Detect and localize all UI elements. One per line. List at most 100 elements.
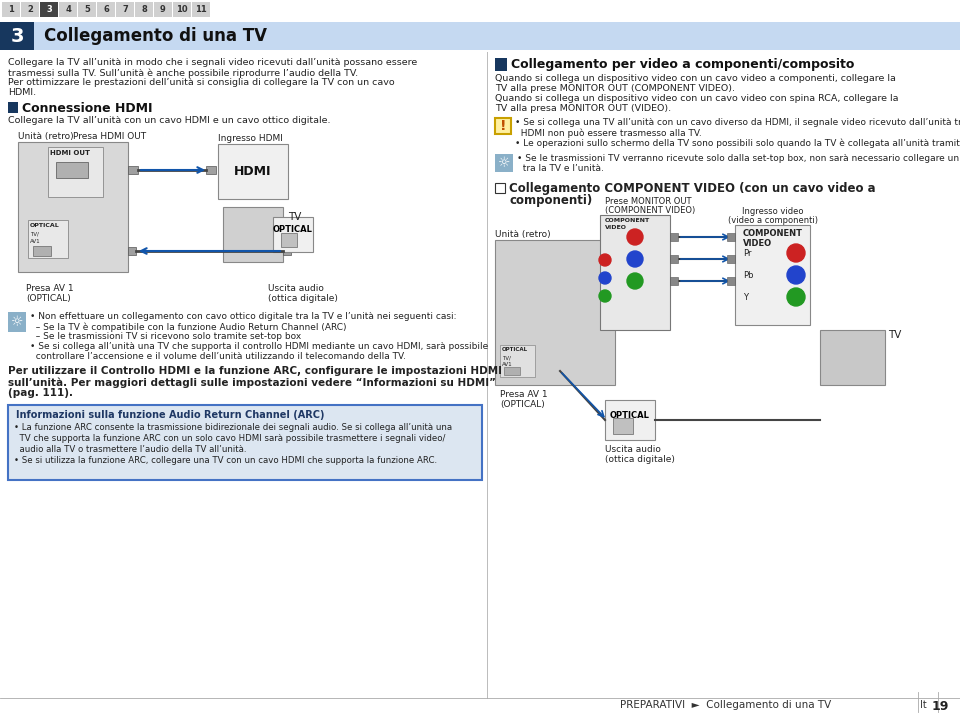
Text: – Se le trasmissioni TV si ricevono solo tramite set-top box: – Se le trasmissioni TV si ricevono solo… (30, 332, 301, 341)
Text: Per utilizzare il Controllo HDMI e la funzione ARC, configurare le impostazioni : Per utilizzare il Controllo HDMI e la fu… (8, 366, 502, 376)
Text: Presa AV 1: Presa AV 1 (500, 390, 547, 399)
Text: Presa AV 1: Presa AV 1 (26, 284, 74, 293)
Text: OPTICAL: OPTICAL (30, 223, 60, 228)
Text: 5: 5 (84, 5, 90, 14)
Text: Collegamento COMPONENT VIDEO (con un cavo video a: Collegamento COMPONENT VIDEO (con un cav… (509, 182, 876, 195)
Circle shape (627, 273, 643, 289)
Text: • Se si utilizza la funzione ARC, collegare una TV con un cavo HDMI che supporta: • Se si utilizza la funzione ARC, colleg… (14, 456, 437, 465)
Bar (128, 166, 138, 174)
Bar (206, 166, 216, 174)
Bar (8, 312, 26, 332)
Bar (600, 215, 670, 330)
Text: OPTICAL: OPTICAL (273, 225, 313, 234)
Bar (116, 2, 134, 17)
Bar (135, 2, 153, 17)
Text: HDMI.: HDMI. (8, 88, 36, 97)
Bar (18, 142, 128, 272)
Text: !: ! (500, 119, 506, 133)
Bar (495, 118, 511, 134)
Text: HDMI OUT: HDMI OUT (50, 150, 90, 156)
Text: ☼: ☼ (497, 156, 511, 170)
Bar (605, 400, 655, 440)
Bar (8, 102, 18, 113)
Bar (2, 2, 20, 17)
Bar (48, 147, 103, 197)
Text: Presa HDMI OUT: Presa HDMI OUT (73, 132, 146, 141)
Text: HDMI: HDMI (234, 165, 272, 178)
Text: ☼: ☼ (11, 315, 23, 329)
Text: (ottica digitale): (ottica digitale) (268, 294, 338, 303)
Text: 6: 6 (103, 5, 108, 14)
Bar (495, 154, 513, 172)
Text: Collegare la TV all’unità con un cavo HDMI e un cavo ottico digitale.: Collegare la TV all’unità con un cavo HD… (8, 116, 330, 125)
Text: Quando si collega un dispositivo video con un cavo video con spina RCA, collegar: Quando si collega un dispositivo video c… (495, 94, 899, 103)
Bar (727, 277, 735, 285)
Bar (56, 162, 88, 178)
Text: TV/: TV/ (30, 232, 38, 237)
Bar (8, 405, 482, 480)
Bar (735, 225, 810, 325)
Text: VIDEO: VIDEO (605, 225, 627, 230)
Text: (ottica digitale): (ottica digitale) (605, 455, 675, 464)
Text: sull’unità. Per maggiori dettagli sulle impostazioni vedere “Informazioni su HDM: sull’unità. Per maggiori dettagli sulle … (8, 377, 496, 388)
Text: (pag. 111).: (pag. 111). (8, 388, 73, 398)
Bar (59, 2, 77, 17)
Text: (COMPONENT VIDEO): (COMPONENT VIDEO) (605, 206, 695, 215)
Text: Quando si collega un dispositivo video con un cavo video a componenti, collegare: Quando si collega un dispositivo video c… (495, 74, 896, 83)
Circle shape (599, 272, 611, 284)
Text: Connessione HDMI: Connessione HDMI (22, 102, 153, 115)
Text: • Se si collega una TV all’unità con un cavo diverso da HDMI, il segnale video r: • Se si collega una TV all’unità con un … (515, 118, 960, 127)
Text: 10: 10 (177, 5, 188, 14)
Text: controllare l’accensione e il volume dell’unità utilizzando il telecomando della: controllare l’accensione e il volume del… (30, 352, 406, 361)
Bar (495, 58, 507, 71)
Text: Collegamento di una TV: Collegamento di una TV (44, 27, 267, 45)
Text: 4: 4 (65, 5, 71, 14)
Text: AV1: AV1 (502, 362, 513, 367)
Circle shape (787, 244, 805, 262)
Text: Uscita audio: Uscita audio (268, 284, 324, 293)
Bar (33, 246, 51, 256)
Bar (283, 247, 291, 255)
Circle shape (599, 290, 611, 302)
Text: 3: 3 (46, 5, 52, 14)
Text: Y: Y (743, 293, 748, 302)
Bar (495, 240, 615, 385)
Bar (218, 144, 288, 199)
Text: • Se le trasmissioni TV verranno ricevute solo dalla set-top box, non sarà neces: • Se le trasmissioni TV verranno ricevut… (517, 154, 960, 163)
Bar (21, 2, 39, 17)
Text: (video a componenti): (video a componenti) (728, 216, 818, 225)
Text: TV: TV (888, 330, 901, 340)
Text: VIDEO: VIDEO (743, 239, 772, 248)
Circle shape (599, 254, 611, 266)
Bar (504, 367, 520, 375)
Circle shape (787, 288, 805, 306)
Text: Pr: Pr (743, 249, 752, 258)
Text: OPTICAL: OPTICAL (502, 347, 528, 352)
Text: (OPTICAL): (OPTICAL) (26, 294, 71, 303)
Bar (223, 207, 283, 262)
Text: 3: 3 (11, 27, 24, 45)
Text: audio alla TV o trasmettere l’audio della TV all’unità.: audio alla TV o trasmettere l’audio dell… (14, 445, 247, 454)
Bar (78, 2, 96, 17)
Text: Collegare la TV all’unità in modo che i segnali video ricevuti dall’unità possan: Collegare la TV all’unità in modo che i … (8, 58, 418, 67)
Text: COMPONENT: COMPONENT (743, 229, 803, 238)
Bar (500, 345, 535, 377)
Text: Ingresso HDMI: Ingresso HDMI (218, 134, 283, 143)
Circle shape (627, 251, 643, 267)
Text: 7: 7 (122, 5, 128, 14)
Text: (OPTICAL): (OPTICAL) (500, 400, 544, 409)
Text: Pb: Pb (743, 271, 754, 280)
Bar (670, 233, 678, 241)
Text: TV alla presa MONITOR OUT (VIDEO).: TV alla presa MONITOR OUT (VIDEO). (495, 104, 671, 113)
Text: HDMI non può essere trasmesso alla TV.: HDMI non può essere trasmesso alla TV. (515, 128, 702, 138)
Text: Unità (retro): Unità (retro) (18, 132, 74, 141)
Bar (192, 2, 210, 17)
Text: • Le operazioni sullo schermo della TV sono possibili solo quando la TV è colleg: • Le operazioni sullo schermo della TV s… (515, 138, 960, 147)
Text: Per ottimizzare le prestazioni dell’unità si consiglia di collegare la TV con un: Per ottimizzare le prestazioni dell’unit… (8, 78, 395, 87)
Text: TV alla prese MONITOR OUT (COMPONENT VIDEO).: TV alla prese MONITOR OUT (COMPONENT VID… (495, 84, 735, 93)
Bar (0, 22, 960, 50)
Text: Unità (retro): Unità (retro) (495, 230, 551, 239)
Bar (0, 22, 34, 50)
Text: TV/: TV/ (502, 355, 511, 360)
Text: Uscita audio: Uscita audio (605, 445, 660, 454)
